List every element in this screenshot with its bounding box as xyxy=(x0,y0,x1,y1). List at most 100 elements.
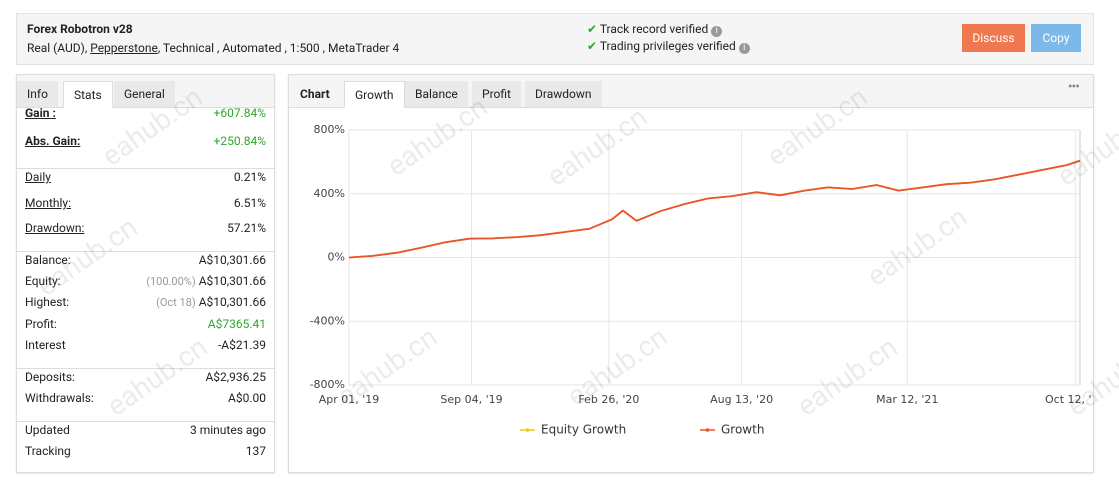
stat-value: (Oct 18) A$10,301.66 xyxy=(156,292,266,313)
legend-dot xyxy=(705,428,710,432)
stat-row: Monthly: 6.51% xyxy=(25,193,266,213)
tab[interactable]: Drawdown xyxy=(525,81,602,107)
copy-button[interactable]: Copy xyxy=(1031,24,1081,52)
stat-value: A$2,936.25 xyxy=(205,367,266,387)
stat-note: (Oct 18) xyxy=(156,296,196,309)
series-line xyxy=(348,159,1081,259)
separator xyxy=(17,251,274,252)
tab-bar: Info Stats General xyxy=(17,75,274,108)
stat-label: Deposits: xyxy=(25,370,75,384)
x-tick-label: Sep 04, '19 xyxy=(440,393,502,406)
stat-value-text: 57.21% xyxy=(227,221,266,235)
stat-label: Drawdown: xyxy=(25,221,85,235)
y-tick-label: 0% xyxy=(328,251,345,264)
stat-row: Interest -A$21.39 xyxy=(25,335,266,355)
y-tick-label: 800% xyxy=(314,123,345,136)
stat-value-text: A$10,301.66 xyxy=(198,253,266,267)
stat-value-text: A$0.00 xyxy=(228,391,266,405)
tab[interactable]: Info xyxy=(17,81,58,107)
stat-value-text: A$10,301.66 xyxy=(198,274,266,288)
stat-value-text: -A$21.39 xyxy=(217,338,266,352)
stat-value: +250.84% xyxy=(214,131,266,151)
tab[interactable]: Balance xyxy=(405,81,468,107)
stat-row: Updated 3 minutes ago xyxy=(25,420,266,440)
stat-value-text: A$2,936.25 xyxy=(205,370,266,384)
stat-value: A$10,301.66 xyxy=(199,250,266,270)
stat-label: Tracking xyxy=(25,444,71,458)
check: ✔ Trading privileges verified i xyxy=(587,39,750,54)
stat-label: Daily xyxy=(25,170,51,184)
separator xyxy=(17,368,274,369)
stat-row: Tracking 137 xyxy=(25,441,266,461)
x-tick-label: Oct 12, '21 xyxy=(1045,393,1091,406)
tab[interactable]: Profit xyxy=(472,81,521,107)
stat-label: Monthly: xyxy=(25,196,71,210)
tab[interactable]: Stats xyxy=(63,81,113,108)
stat-label: Balance: xyxy=(25,253,71,267)
stat-value: 6.51% xyxy=(234,193,266,213)
stat-row: Drawdown: 57.21% xyxy=(25,218,266,238)
x-tick-label: Apr 01, '19 xyxy=(319,393,380,406)
account-line: Real (AUD), Pepperstone, Technical , Aut… xyxy=(27,41,399,55)
tab[interactable]: General xyxy=(114,81,175,107)
title: Forex Robotron v28 xyxy=(27,22,133,36)
stat-value: A$7365.41 xyxy=(208,314,266,334)
stats-panel: Info Stats General Gain : +607.84% Abs. Gain… xyxy=(16,74,275,473)
legend-dot xyxy=(525,428,530,432)
stat-row: Daily 0.21% xyxy=(25,167,266,187)
discuss-button[interactable]: Discuss xyxy=(962,24,1025,52)
separator xyxy=(17,168,274,169)
details: , Technical , Automated , 1:500 , MetaTr… xyxy=(157,41,400,55)
broker-link[interactable]: Pepperstone xyxy=(90,41,158,55)
stat-value-text: 3 minutes ago xyxy=(190,423,266,437)
x-tick-label: Mar 12, '21 xyxy=(876,393,938,406)
chart-label: Chart xyxy=(300,87,330,101)
stat-row: Abs. Gain: +250.84% xyxy=(25,131,266,151)
stat-value-text: 6.51% xyxy=(233,196,266,210)
stat-value-text: A$10,301.66 xyxy=(198,295,266,309)
separator xyxy=(17,421,274,422)
stat-row: Withdrawals: A$0.00 xyxy=(25,388,266,408)
legend-label: Equity Growth xyxy=(541,423,626,437)
stat-value-text: +607.84% xyxy=(213,106,266,120)
stat-note: (100.00%) xyxy=(146,275,196,288)
chart-panel: Chart ••• Growth Balance Profit Drawdown -8… xyxy=(288,74,1094,473)
legend-label: Growth xyxy=(721,423,764,437)
stat-row: Gain : +607.84% xyxy=(25,103,266,123)
stat-value: 3 minutes ago xyxy=(190,420,266,440)
check-text: Track record verified xyxy=(599,22,709,36)
stat-row: Equity: (100.00%) A$10,301.66 xyxy=(25,271,266,291)
x-tick-label: Feb 26, '20 xyxy=(578,393,639,406)
stat-row: Deposits: A$2,936.25 xyxy=(25,367,266,387)
y-tick-label: -800% xyxy=(310,378,345,391)
check-text: Trading privileges verified xyxy=(599,39,736,53)
tab-bar: Chart ••• Growth Balance Profit Drawdown xyxy=(289,75,1093,108)
stat-label: Withdrawals: xyxy=(25,391,94,405)
chart: -800% -400% 0% 400% 800% Apr 01, '19 Sep 04, '… xyxy=(310,123,1091,437)
stat-value: 0.21% xyxy=(234,167,266,187)
tab[interactable]: Growth xyxy=(344,81,405,108)
y-tick-label: 400% xyxy=(314,187,345,200)
x-tick-label: Aug 13, '20 xyxy=(710,393,773,406)
stat-value-text: +250.84% xyxy=(213,134,266,148)
stat-label: Highest: xyxy=(25,295,70,309)
stat-label: Abs. Gain: xyxy=(25,134,81,148)
check: ✔ Track record verified i xyxy=(587,22,723,37)
menu-dots[interactable]: ••• xyxy=(1067,79,1080,95)
stat-value: +607.84% xyxy=(214,103,266,123)
stat-label: Gain : xyxy=(25,106,56,120)
stat-value: A$0.00 xyxy=(228,388,266,408)
stat-label: Equity: xyxy=(25,274,61,288)
stat-label: Profit: xyxy=(25,317,57,331)
stat-row: Profit: A$7365.41 xyxy=(25,314,266,334)
stat-value: -A$21.39 xyxy=(218,335,266,355)
stat-value: 137 xyxy=(246,441,266,461)
stat-label: Updated xyxy=(25,423,70,437)
stat-value-text: 0.21% xyxy=(233,170,266,184)
stat-value-text: A$7365.41 xyxy=(207,317,266,331)
stat-row: Highest: (Oct 18) A$10,301.66 xyxy=(25,292,266,312)
y-tick-label: -400% xyxy=(310,314,345,327)
stat-value: (100.00%) A$10,301.66 xyxy=(146,271,266,292)
header-box: Forex Robotron v28 Real (AUD), Peppersto… xyxy=(16,13,1094,65)
